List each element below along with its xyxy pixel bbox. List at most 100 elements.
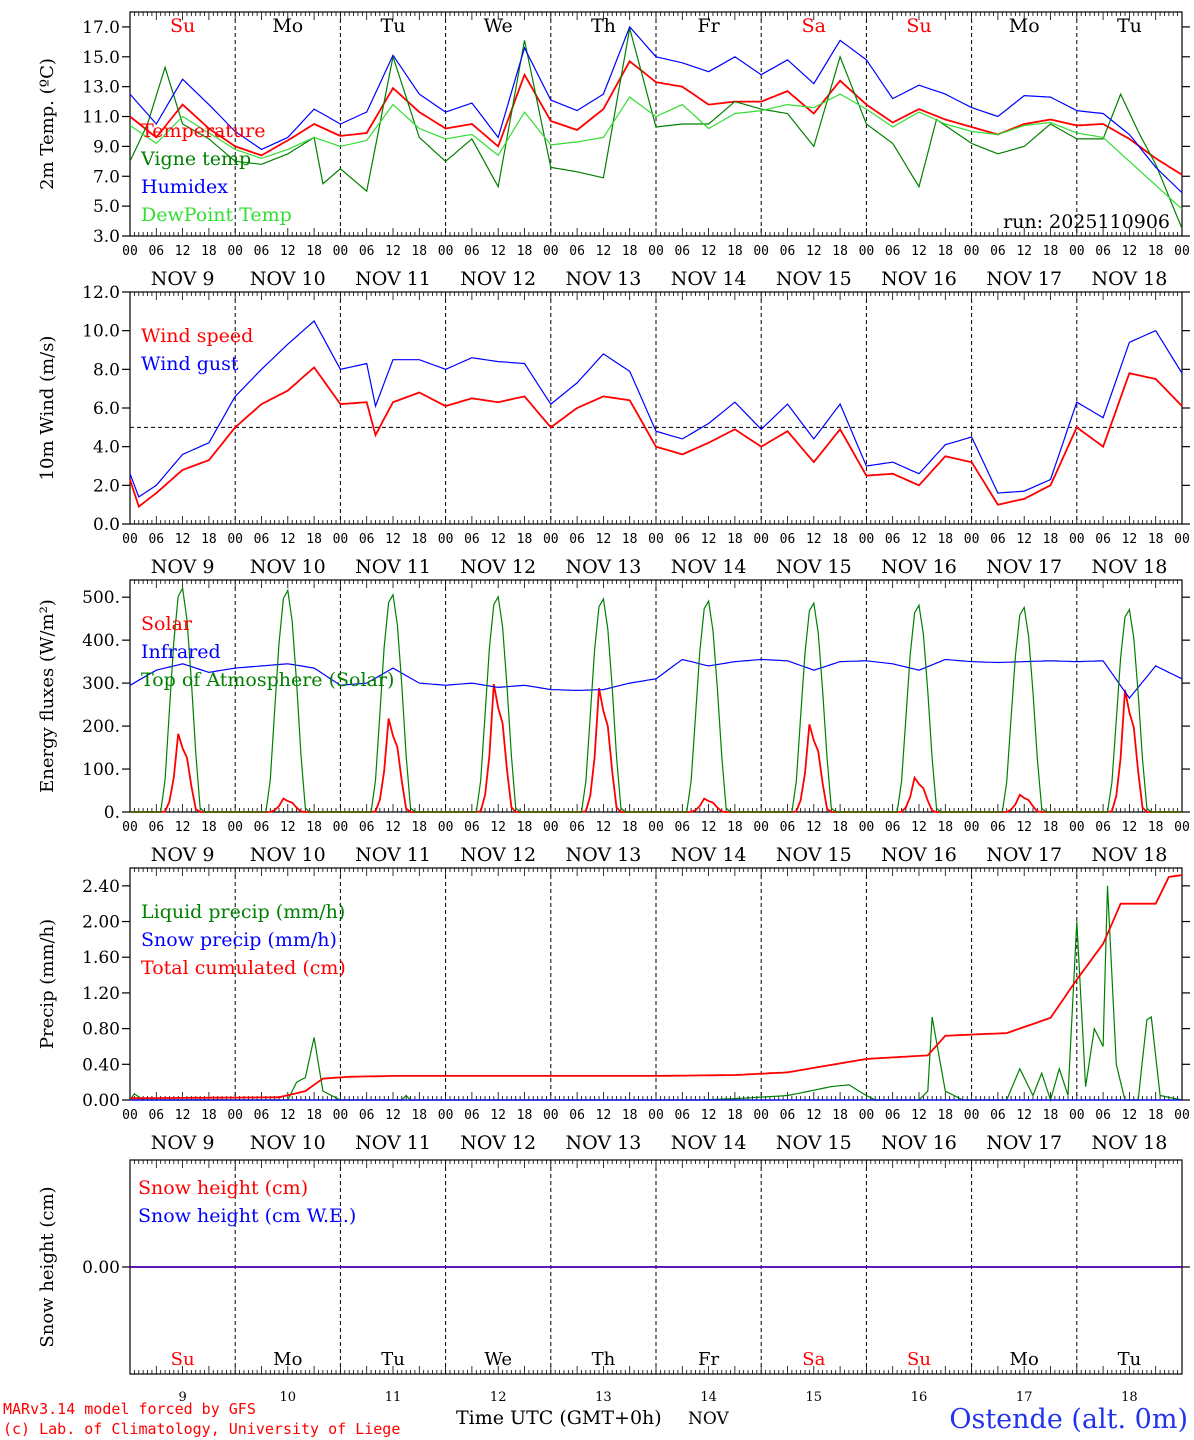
credit-line-1: MARv3.14 model forced by GFS	[3, 1400, 256, 1418]
weekday-label: We	[484, 15, 513, 37]
date-label: NOV 18	[1091, 844, 1167, 866]
hour-label: 12	[385, 1108, 401, 1123]
series-line-wind-speed	[129, 366, 1183, 509]
series-line-wind-gust	[129, 320, 1183, 498]
hour-label: 00	[964, 1108, 980, 1123]
hour-label: 12	[280, 532, 296, 547]
date-label: NOV 13	[565, 556, 641, 578]
hour-label: 06	[674, 532, 690, 547]
hour-label: 00	[227, 244, 243, 259]
hour-label: 18	[832, 1108, 848, 1123]
hour-label: 06	[1095, 1108, 1111, 1123]
hour-label: 06	[254, 820, 270, 835]
y-tick-label: 11.0	[82, 108, 120, 128]
hour-label: 12	[911, 1108, 927, 1123]
date-label: NOV 13	[565, 844, 641, 866]
legend-entry: Snow height (cm)	[138, 1177, 308, 1199]
hour-label: 00	[1174, 244, 1190, 259]
hour-label: 00	[753, 1108, 769, 1123]
date-label: NOV 15	[776, 1132, 852, 1154]
weekday-label: Mo	[1009, 15, 1040, 37]
hour-label: 00	[333, 1108, 349, 1123]
y-tick-label: 12.0	[82, 283, 120, 303]
hour-label: 18	[201, 820, 217, 835]
hour-label: 18	[727, 532, 743, 547]
hour-label: 06	[674, 244, 690, 259]
hour-label: 00	[122, 1108, 138, 1123]
legend-entry: Vigne temp	[140, 148, 251, 170]
hour-label: 12	[701, 532, 717, 547]
hour-label: 00	[122, 532, 138, 547]
legend-entry: DewPoint Temp	[141, 204, 292, 226]
day-number-label: 13	[595, 1390, 612, 1405]
month-label: NOV	[688, 1409, 730, 1429]
panel-1: 17.0 15.0 13.0 11.0 9.0 7.0 5.0 3.0 2m Temp. (ºC…	[37, 11, 1190, 290]
hour-label: 06	[359, 532, 375, 547]
weekday-label: Tu	[381, 15, 406, 37]
hour-label: 12	[1016, 532, 1032, 547]
day-number-label: 10	[280, 1390, 297, 1405]
hour-label: 12	[596, 820, 612, 835]
hour-label: 00	[859, 244, 875, 259]
y-tick-label: 1.20	[82, 984, 120, 1004]
date-label: NOV 15	[776, 268, 852, 290]
hour-label: 00	[859, 820, 875, 835]
hour-label: 00	[753, 244, 769, 259]
y-tick-label: 8.0	[93, 360, 120, 380]
y-tick-label: 300.	[82, 674, 120, 694]
legend-entry: Temperature	[141, 120, 265, 142]
y-tick-label: 10.0	[82, 322, 120, 342]
credit-line-2: (c) Lab. of Climatology, University of L…	[3, 1420, 400, 1438]
hour-label: 00	[333, 244, 349, 259]
hour-label: 12	[280, 820, 296, 835]
hour-label: 18	[306, 532, 322, 547]
hour-label: 12	[175, 244, 191, 259]
date-label: NOV 14	[671, 268, 747, 290]
date-label: NOV 10	[250, 1132, 326, 1154]
hour-label: 00	[438, 1108, 454, 1123]
hour-label: 00	[543, 1108, 559, 1123]
hour-label: 00	[1069, 820, 1085, 835]
hour-label: 00	[1174, 820, 1190, 835]
weekday-label: Sa	[802, 1349, 825, 1370]
weekday-label: Su	[171, 1349, 195, 1370]
hour-label: 18	[727, 820, 743, 835]
hour-label: 18	[1148, 820, 1164, 835]
day-number-label: 17	[1016, 1390, 1033, 1405]
date-label: NOV 16	[881, 556, 957, 578]
y-tick-label: 9.0	[93, 137, 120, 157]
day-number-label: 11	[385, 1390, 402, 1405]
hour-label: 00	[648, 532, 664, 547]
weekday-label: We	[484, 1349, 512, 1370]
hour-label: 12	[490, 244, 506, 259]
date-label: NOV 18	[1091, 556, 1167, 578]
date-label: NOV 14	[671, 844, 747, 866]
hour-label: 00	[964, 244, 980, 259]
hour-label: 00	[859, 532, 875, 547]
y-tick-label: 5.0	[93, 197, 120, 217]
y-axis-label: 2m Temp. (ºC)	[37, 58, 58, 190]
date-label: NOV 14	[671, 556, 747, 578]
y-tick-label: 1.60	[82, 948, 120, 968]
legend-entry: Total cumulated (cm)	[141, 957, 346, 979]
run-annotation: run: 2025110906	[1003, 211, 1170, 233]
hour-label: 18	[306, 1108, 322, 1123]
date-label: NOV 11	[355, 844, 431, 866]
hour-label: 18	[832, 244, 848, 259]
date-label: NOV 17	[986, 556, 1062, 578]
hour-label: 06	[464, 1108, 480, 1123]
y-tick-label: 7.0	[93, 167, 120, 187]
hour-label: 06	[254, 532, 270, 547]
hour-label: 12	[280, 244, 296, 259]
hour-label: 00	[1069, 532, 1085, 547]
hour-label: 00	[227, 532, 243, 547]
hour-label: 12	[911, 244, 927, 259]
hour-label: 18	[727, 1108, 743, 1123]
hour-label: 12	[280, 1108, 296, 1123]
y-axis-label: Snow height (cm)	[37, 1186, 58, 1347]
day-number-label: 18	[1121, 1390, 1138, 1405]
hour-label: 18	[937, 820, 953, 835]
hour-label: 18	[832, 532, 848, 547]
day-number-label: 12	[490, 1390, 507, 1405]
hour-label: 18	[411, 1108, 427, 1123]
